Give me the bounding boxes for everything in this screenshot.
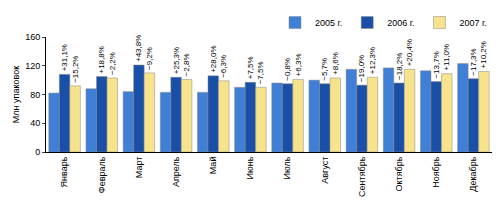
svg-text:−7,5%: −7,5%	[256, 61, 265, 84]
svg-text:Июль: Июль	[283, 156, 293, 179]
svg-text:+28,0%: +28,0%	[209, 45, 218, 72]
svg-text:Октябрь: Октябрь	[394, 156, 404, 191]
svg-text:−2,2%: −2,2%	[108, 52, 117, 75]
svg-text:+6,3%: +6,3%	[294, 54, 303, 77]
svg-text:−0,8%: −0,8%	[283, 58, 292, 81]
svg-text:+43,8%: +43,8%	[134, 35, 143, 62]
svg-text:Млн упаковок: Млн упаковок	[11, 66, 21, 123]
svg-text:−18,2%: −18,2%	[395, 53, 404, 80]
svg-text:+18,8%: +18,8%	[97, 46, 106, 73]
svg-text:−19,0%: −19,0%	[357, 55, 366, 82]
svg-text:0: 0	[35, 147, 40, 157]
svg-text:Май: Май	[208, 157, 218, 175]
svg-text:Август: Август	[320, 157, 330, 184]
svg-text:−17,3%: −17,3%	[469, 48, 478, 75]
svg-text:+31,1%: +31,1%	[60, 44, 69, 71]
svg-text:Декабрь: Декабрь	[468, 156, 478, 191]
svg-text:40: 40	[30, 118, 40, 128]
svg-text:2006 г.: 2006 г.	[387, 18, 414, 28]
svg-text:120: 120	[25, 61, 40, 71]
svg-text:−13,7%: −13,7%	[432, 51, 441, 78]
svg-text:Март: Март	[134, 157, 144, 179]
svg-text:+7,5%: +7,5%	[246, 56, 255, 79]
svg-text:2005 г.: 2005 г.	[315, 18, 342, 28]
svg-text:+12,3%: +12,3%	[368, 47, 377, 74]
svg-text:−9,2%: −9,2%	[145, 47, 154, 70]
svg-text:Июнь: Июнь	[245, 156, 255, 179]
svg-text:2007 г.: 2007 г.	[459, 18, 486, 28]
svg-text:+20,4%: +20,4%	[405, 39, 414, 66]
svg-text:Ноябрь: Ноябрь	[431, 156, 441, 188]
svg-text:Февраль: Февраль	[97, 156, 107, 193]
svg-text:Сентябрь: Сентябрь	[357, 156, 367, 197]
svg-text:+11,0%: +11,0%	[442, 44, 451, 71]
svg-text:+25,3%: +25,3%	[172, 47, 181, 74]
svg-text:−15,2%: −15,2%	[71, 56, 80, 83]
svg-text:Январь: Январь	[60, 156, 70, 187]
svg-text:160: 160	[25, 32, 40, 42]
svg-text:−5,7%: −5,7%	[320, 58, 329, 81]
svg-text:−6,3%: −6,3%	[219, 55, 228, 78]
svg-text:Апрель: Апрель	[171, 156, 181, 187]
svg-text:+10,2%: +10,2%	[479, 41, 488, 68]
svg-text:+8,6%: +8,6%	[331, 52, 340, 75]
svg-text:−2,8%: −2,8%	[182, 54, 191, 77]
svg-text:80: 80	[30, 90, 40, 100]
